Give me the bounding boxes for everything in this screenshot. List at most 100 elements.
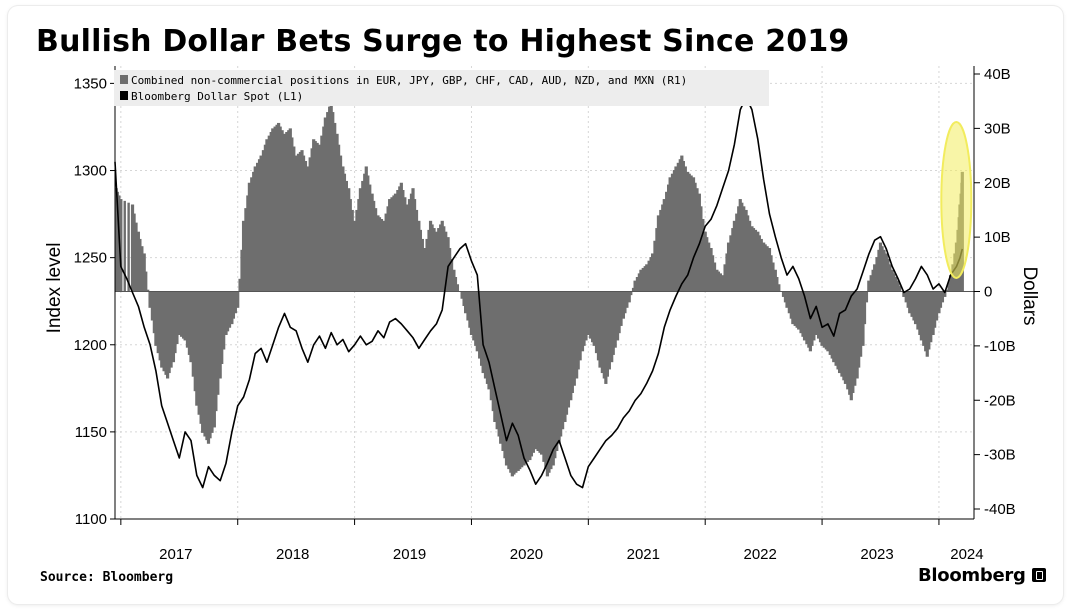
position-bar xyxy=(481,291,485,374)
position-bar xyxy=(417,220,421,292)
position-bar xyxy=(421,238,424,292)
position-bar xyxy=(726,242,731,292)
position-bar xyxy=(545,291,550,477)
position-bar xyxy=(738,199,742,292)
position-bar xyxy=(187,291,191,355)
position-bar xyxy=(199,291,202,424)
position-bar xyxy=(797,291,801,330)
position-bar xyxy=(875,257,878,292)
position-bar xyxy=(285,132,288,292)
position-bar xyxy=(694,182,697,292)
position-bar xyxy=(358,188,363,292)
position-bar xyxy=(947,282,950,292)
position-bar xyxy=(316,142,319,292)
position-bar xyxy=(281,130,284,292)
position-bar xyxy=(234,291,237,314)
position-bar xyxy=(277,122,281,292)
position-bar xyxy=(551,291,555,466)
x-tick-label: 2022 xyxy=(744,546,777,563)
position-bar xyxy=(916,291,919,330)
position-bar xyxy=(750,226,754,292)
position-bar xyxy=(448,248,452,292)
position-bar xyxy=(180,291,183,337)
position-bar xyxy=(228,291,232,328)
position-bar xyxy=(165,291,170,379)
position-bar xyxy=(460,291,463,299)
position-bar xyxy=(269,132,273,292)
position-bar xyxy=(787,291,791,314)
position-bar xyxy=(802,291,807,341)
position-bar xyxy=(388,199,392,292)
position-bar xyxy=(528,291,532,461)
position-bar xyxy=(580,291,585,352)
position-bar xyxy=(116,191,119,292)
position-bar xyxy=(333,122,337,292)
position-bar xyxy=(612,291,615,355)
position-bar xyxy=(767,248,772,292)
y-right-tick-label: 20B xyxy=(984,175,1011,192)
position-bar xyxy=(840,291,843,377)
position-bar xyxy=(655,228,658,292)
position-bar xyxy=(577,291,580,370)
position-bar xyxy=(294,155,298,292)
position-bar xyxy=(662,199,666,292)
position-bar xyxy=(160,291,164,368)
position-bar xyxy=(495,291,498,430)
position-bar xyxy=(440,220,444,292)
position-bar xyxy=(908,291,912,314)
position-bar xyxy=(322,126,325,292)
y-left-tick-label: 1300 xyxy=(74,163,107,180)
position-bar xyxy=(873,264,877,292)
position-bar xyxy=(620,291,623,326)
position-bar xyxy=(579,291,582,361)
y-right-tick-label: 10B xyxy=(984,229,1011,246)
position-bar xyxy=(539,291,544,455)
position-bar xyxy=(497,291,500,437)
position-bar xyxy=(310,148,313,292)
position-bar xyxy=(298,151,302,292)
position-bar xyxy=(504,291,509,466)
position-bar xyxy=(668,177,672,292)
position-bar xyxy=(781,291,785,297)
position-bar xyxy=(801,291,804,337)
source-note: Source: Bloomberg xyxy=(40,570,174,585)
position-bar xyxy=(428,220,433,292)
position-bar xyxy=(826,291,830,352)
position-bar xyxy=(621,291,625,319)
position-bar xyxy=(374,208,378,292)
position-bar xyxy=(127,202,130,292)
position-bar xyxy=(548,291,551,473)
position-bar xyxy=(931,291,935,335)
position-bar xyxy=(510,291,514,477)
position-bar xyxy=(396,190,399,292)
position-bar xyxy=(919,291,924,341)
position-bar xyxy=(119,199,123,292)
position-bar xyxy=(567,291,571,408)
position-bar xyxy=(257,159,261,292)
position-bar xyxy=(645,264,649,292)
position-bar xyxy=(589,291,592,339)
y-right-tick-label: -30B xyxy=(984,447,1016,464)
legend-background xyxy=(114,70,769,106)
position-bar xyxy=(571,291,574,393)
position-bar xyxy=(922,291,925,346)
position-bar xyxy=(863,291,867,325)
position-bar xyxy=(273,126,276,292)
position-bar xyxy=(472,291,475,341)
y-left-tick-label: 1250 xyxy=(74,250,107,267)
position-bar xyxy=(690,175,693,292)
position-bar xyxy=(241,220,246,292)
position-bar xyxy=(238,278,241,292)
position-bar xyxy=(452,269,456,292)
position-bar xyxy=(236,291,240,308)
highlight-ellipse xyxy=(940,120,973,279)
position-bar xyxy=(678,159,682,292)
legend: Combined non-commercial positions in EUR… xyxy=(114,70,769,106)
position-bar xyxy=(335,133,339,292)
position-bar xyxy=(154,291,158,346)
legend-swatch-dollar-spot xyxy=(120,91,128,100)
position-bar xyxy=(339,155,343,292)
position-bar xyxy=(890,269,894,292)
position-bar xyxy=(754,229,758,292)
position-bar xyxy=(849,291,853,401)
